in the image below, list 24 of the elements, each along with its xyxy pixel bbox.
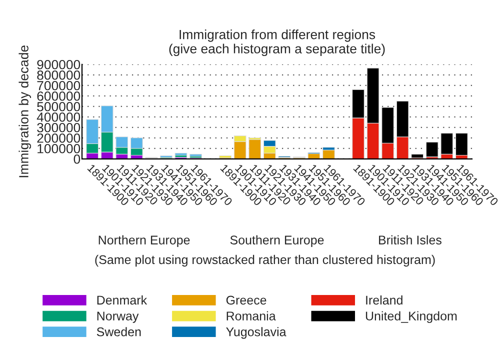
y-tick-label: 800000: [37, 70, 80, 80]
y-tick-label: 400000: [36, 112, 80, 122]
legend-label: Denmark: [97, 295, 148, 305]
text: British Isles: [379, 235, 442, 244]
y-tick-label: 0: [74, 154, 80, 164]
legend-label: United_Kingdom: [366, 311, 457, 323]
y-tick-label: 200000: [37, 133, 80, 143]
text: Southern Europe: [230, 235, 324, 247]
y-tick-label: 300000: [37, 122, 80, 132]
text: (Same plot using rowstacked rather than clustered histogram): [95, 254, 435, 267]
y-tick-label: 100000: [38, 144, 80, 154]
legend-label: Romania: [226, 311, 276, 320]
chart-title: Immigration from different regions (give each histogram a separate title): [169, 30, 385, 56]
y-tick-label: 500000: [37, 102, 80, 112]
y-tick-label: 600000: [37, 91, 80, 101]
legend-label: Greece: [226, 296, 266, 305]
y-tick-label: 900000: [37, 60, 80, 70]
y-axis-title: Immigration by decade: [18, 45, 32, 178]
text: Northern Europe: [98, 235, 190, 247]
y-tick-label: 700000: [37, 80, 80, 90]
legend-label: Ireland: [366, 295, 402, 305]
legend-label: Yugoslavia: [226, 327, 286, 339]
legend-label: Norway: [97, 312, 139, 323]
legend-label: Sweden: [96, 327, 141, 336]
